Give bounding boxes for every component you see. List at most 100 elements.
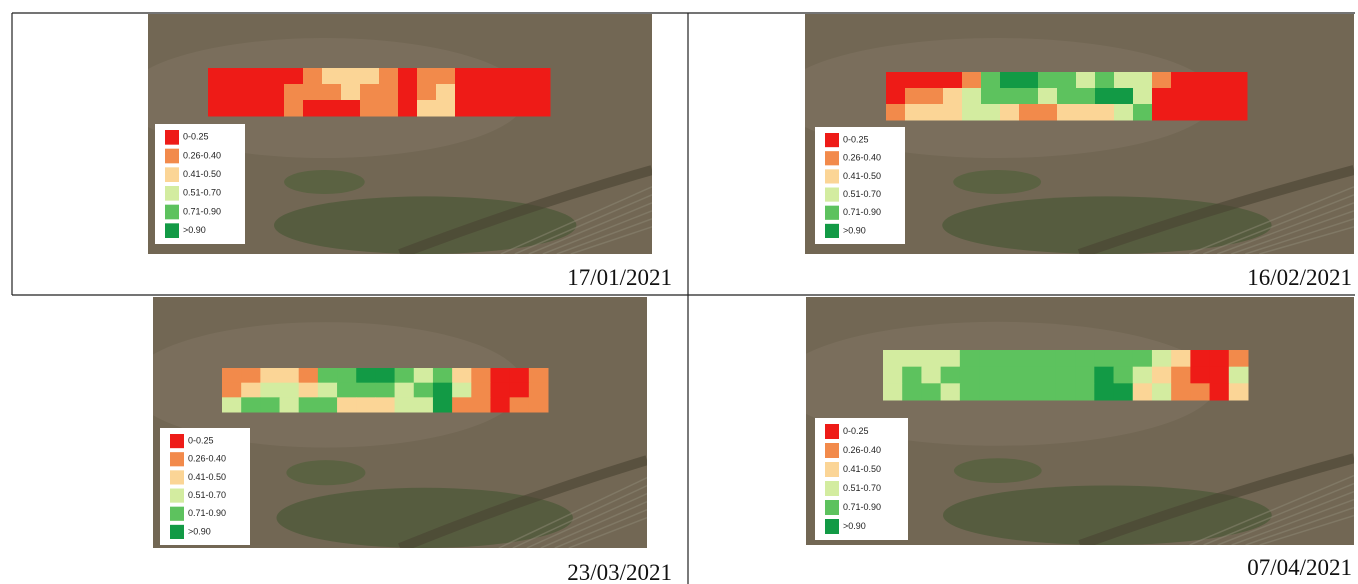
legend-label: 0-0.25 — [188, 435, 214, 445]
class-cell — [280, 383, 300, 398]
class-cell — [452, 368, 472, 383]
class-cell — [1000, 88, 1020, 105]
date-label: 07/04/2021 — [1247, 555, 1352, 580]
class-cell — [1017, 350, 1037, 367]
class-cell — [414, 368, 434, 383]
class-cell — [1094, 367, 1114, 384]
class-cell — [943, 72, 963, 89]
class-cell — [474, 100, 494, 117]
map-panel: 0-0.250.26-0.400.41-0.500.51-0.700.71-0.… — [779, 297, 1354, 580]
class-cell — [531, 100, 551, 117]
legend-swatch — [825, 481, 839, 496]
class-cell — [398, 68, 418, 85]
class-cell — [241, 397, 261, 412]
class-cell — [924, 88, 944, 105]
legend-label: 0.26-0.40 — [843, 445, 881, 455]
legend-swatch — [165, 205, 179, 220]
legend: 0-0.250.26-0.400.41-0.500.51-0.700.71-0.… — [155, 124, 245, 244]
class-cell — [284, 84, 304, 101]
legend-label: 0.51-0.70 — [843, 189, 881, 199]
class-cell — [883, 367, 903, 384]
class-cell — [322, 84, 342, 101]
class-cell — [417, 84, 437, 101]
class-cell — [318, 383, 338, 398]
class-cell — [1228, 72, 1248, 89]
class-cell — [1229, 383, 1249, 400]
class-cell — [531, 84, 551, 101]
class-cell — [436, 68, 456, 85]
class-cell — [1075, 350, 1095, 367]
class-cell — [208, 84, 228, 101]
legend-swatch — [170, 525, 184, 539]
legend: 0-0.250.26-0.400.41-0.500.51-0.700.71-0.… — [160, 428, 250, 545]
class-cell — [1037, 367, 1057, 384]
legend-swatch — [165, 167, 179, 182]
class-cell — [241, 383, 261, 398]
class-cell — [1095, 88, 1115, 105]
class-cell — [1076, 104, 1096, 121]
class-cell — [395, 368, 415, 383]
class-cell — [924, 72, 944, 89]
class-cell — [303, 68, 323, 85]
class-cell — [1152, 88, 1172, 105]
class-cell — [337, 383, 357, 398]
legend-swatch — [825, 224, 839, 238]
legend-label: 0.41-0.50 — [843, 171, 881, 181]
class-cell — [280, 397, 300, 412]
class-cell — [1056, 367, 1076, 384]
legend-label: >0.90 — [843, 521, 866, 531]
legend-swatch — [825, 151, 839, 165]
date-label: 23/03/2021 — [567, 560, 672, 584]
figure: 0-0.25 0.26-0.40 0.41-0.50 0.51-0.70 0.71-0.… — [0, 0, 1358, 584]
class-cell — [1094, 383, 1114, 400]
class-cell — [1190, 367, 1210, 384]
class-cell — [246, 68, 266, 85]
class-cell — [531, 68, 551, 85]
legend-swatch — [825, 424, 839, 439]
class-cell — [1133, 88, 1153, 105]
legend-label: >0.90 — [188, 526, 211, 536]
class-cell — [1076, 88, 1096, 105]
class-cell — [322, 68, 342, 85]
class-cell — [998, 383, 1018, 400]
class-cell — [1171, 104, 1191, 121]
class-cell — [227, 100, 247, 117]
class-cell — [921, 367, 941, 384]
legend-swatch — [825, 500, 839, 515]
legend-label: 0.71-0.90 — [843, 207, 881, 217]
class-cell — [260, 397, 280, 412]
class-cell — [360, 68, 380, 85]
class-cell — [452, 397, 472, 412]
class-cell — [1171, 88, 1191, 105]
class-cell — [1171, 72, 1191, 89]
class-cell — [1209, 88, 1229, 105]
class-cell — [379, 100, 399, 117]
class-cell — [979, 350, 999, 367]
date-label: 17/01/2021 — [567, 265, 672, 290]
class-cell — [1076, 72, 1096, 89]
class-cell — [436, 100, 456, 117]
map-panel: 0-0.250.26-0.400.41-0.500.51-0.700.71-0.… — [778, 14, 1354, 290]
class-cell — [1190, 72, 1210, 89]
class-cell — [510, 368, 530, 383]
class-cell — [322, 100, 342, 117]
class-cell — [1229, 367, 1249, 384]
class-cell — [455, 100, 475, 117]
class-cell — [1190, 383, 1210, 400]
class-cell — [299, 397, 319, 412]
class-cell — [1133, 367, 1153, 384]
class-cell — [1056, 383, 1076, 400]
class-cell — [299, 368, 319, 383]
class-cell — [222, 397, 242, 412]
class-cell — [1075, 383, 1095, 400]
class-cell — [1017, 383, 1037, 400]
class-cell — [1114, 350, 1134, 367]
class-cell — [512, 100, 532, 117]
legend-swatch — [170, 452, 184, 466]
class-cell — [417, 100, 437, 117]
class-cell — [943, 104, 963, 121]
class-cell — [341, 68, 361, 85]
class-cell — [1057, 104, 1077, 121]
legend: 0-0.250.26-0.400.41-0.500.51-0.700.71-0.… — [815, 418, 908, 540]
class-cell — [471, 397, 491, 412]
